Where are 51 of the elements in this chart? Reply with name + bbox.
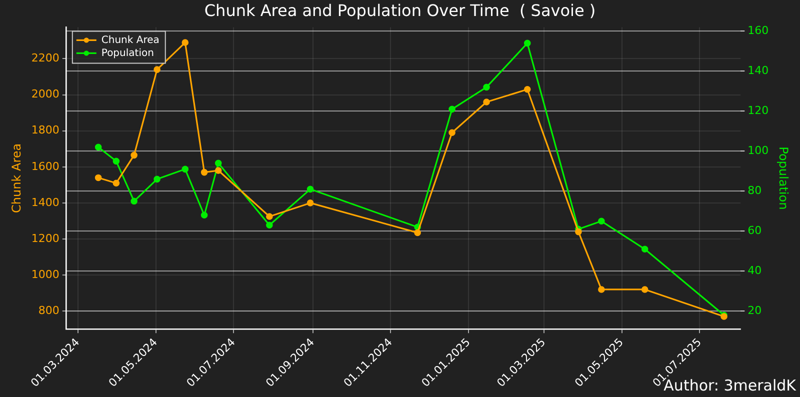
y-tick-label: 2200	[31, 52, 60, 65]
y2-tick-label: 80	[748, 184, 762, 198]
y2-tick-label: 40	[748, 264, 762, 278]
y-tick-label: 800	[38, 304, 60, 317]
y2-tick-label: 20	[748, 304, 762, 317]
point	[598, 218, 605, 225]
point	[483, 84, 490, 91]
point	[266, 213, 273, 220]
legend-label: Chunk Area	[101, 34, 160, 46]
chart-title: Chunk Area and Population Over Time ( Savoie )	[204, 0, 596, 20]
point	[306, 186, 314, 193]
point	[214, 160, 222, 167]
point	[524, 86, 531, 93]
point	[94, 174, 102, 182]
point	[182, 166, 189, 173]
y-tick-label: 1600	[31, 160, 60, 173]
point	[214, 167, 222, 174]
y2-tick-label: 120	[748, 104, 769, 118]
point	[524, 40, 531, 47]
y-axis-title: Chunk Area	[9, 143, 24, 213]
point	[306, 200, 314, 206]
point	[414, 229, 421, 236]
y-tick-label: 1200	[31, 232, 60, 245]
point	[130, 198, 138, 205]
point	[641, 286, 648, 293]
point	[200, 168, 208, 176]
y2-tick-label: 140	[748, 64, 769, 78]
y-tick-label: 1800	[31, 124, 60, 137]
point	[448, 129, 456, 136]
legend-label: Population	[101, 48, 154, 59]
point	[182, 39, 189, 46]
point	[641, 246, 648, 253]
y-tick-label: 1000	[31, 268, 60, 281]
y2-tick-label: 100	[748, 144, 769, 158]
point	[154, 176, 160, 183]
point	[483, 98, 490, 106]
y-tick-label: 2000	[31, 88, 60, 101]
point	[598, 286, 605, 293]
point	[575, 228, 582, 236]
point	[112, 158, 120, 165]
point	[266, 222, 273, 229]
y2-tick-label: 60	[748, 224, 762, 238]
y-tick-label: 1400	[31, 196, 60, 209]
point	[154, 66, 160, 73]
point	[130, 152, 138, 159]
point	[94, 144, 102, 151]
point	[112, 180, 120, 187]
point	[200, 212, 208, 219]
y2-tick-label: 160	[748, 24, 769, 38]
y2-axis-title: Population	[776, 146, 791, 210]
point	[448, 106, 456, 113]
